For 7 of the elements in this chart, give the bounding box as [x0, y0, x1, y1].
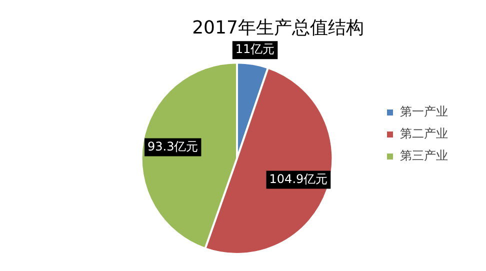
data-label: 104.9亿元 [269, 172, 328, 186]
legend-label: 第二产业 [400, 126, 448, 141]
data-label: 11亿元 [235, 42, 275, 56]
data-label: 93.3亿元 [148, 139, 198, 154]
legend-label: 第一产业 [400, 104, 448, 119]
chart-title: 2017年生产总值结构 [192, 17, 364, 38]
legend-label: 第三产业 [400, 148, 448, 163]
